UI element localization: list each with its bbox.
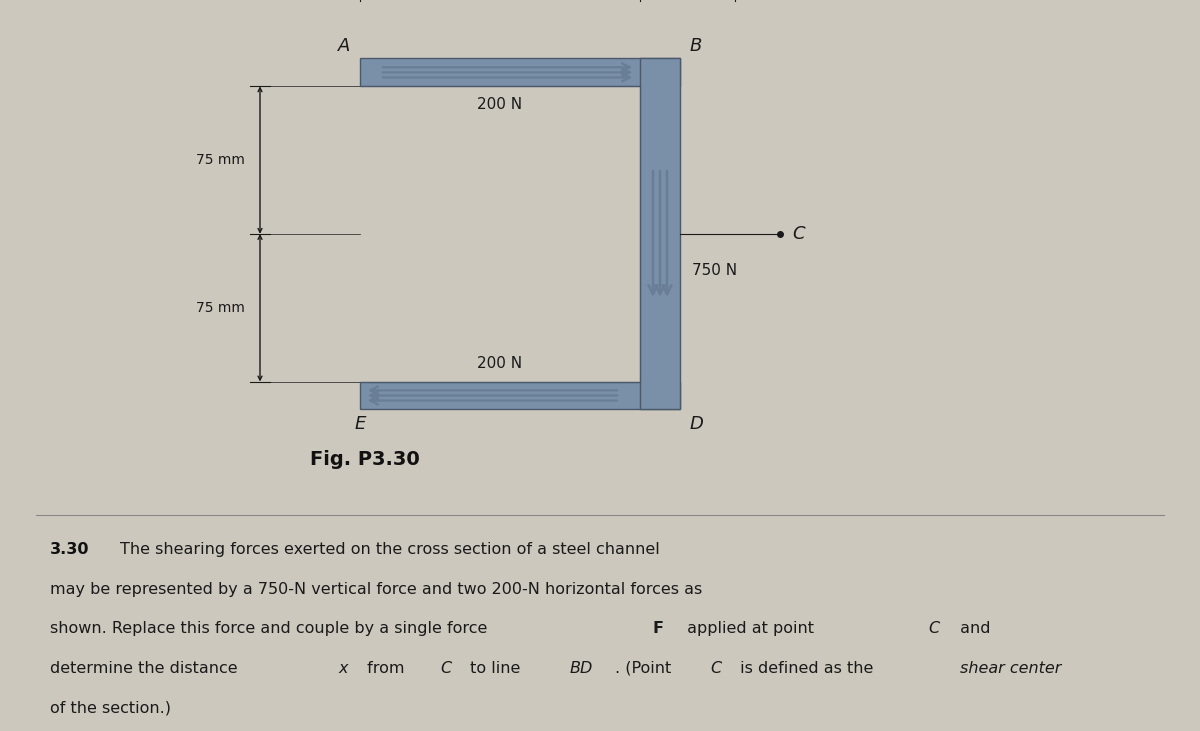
Text: 750 N: 750 N [692,263,737,278]
Text: E: E [354,415,366,433]
Text: 75 mm: 75 mm [196,153,245,167]
Bar [360,58,680,86]
Text: F: F [652,621,662,637]
Text: determine the distance: determine the distance [50,661,242,676]
Text: C: C [792,225,805,243]
Text: shear center: shear center [960,661,1061,676]
Text: 200 N: 200 N [478,97,522,113]
Text: x: x [338,661,348,676]
Text: C: C [440,661,451,676]
Text: 3.30: 3.30 [50,542,90,558]
Text: . (Point: . (Point [616,661,677,676]
Text: of the section.): of the section.) [50,700,172,716]
Text: is defined as the: is defined as the [734,661,878,676]
Text: to line: to line [466,661,526,676]
Text: B: B [690,37,702,55]
Text: 75 mm: 75 mm [196,300,245,315]
Text: BD: BD [570,661,593,676]
Text: from: from [362,661,409,676]
Text: C: C [928,621,940,637]
Text: shown. Replace this force and couple by a single force: shown. Replace this force and couple by … [50,621,492,637]
Text: may be represented by a 750-N vertical force and two 200-N horizontal forces as: may be represented by a 750-N vertical f… [50,582,702,597]
Text: C: C [710,661,721,676]
Text: applied at point: applied at point [682,621,820,637]
Text: Fig. P3.30: Fig. P3.30 [310,450,420,469]
Text: The shearing forces exerted on the cross section of a steel channel: The shearing forces exerted on the cross… [120,542,660,558]
Text: 200 N: 200 N [478,355,522,371]
Bar [640,58,680,409]
Text: A: A [337,37,350,55]
Text: and: and [955,621,990,637]
Text: D: D [690,415,704,433]
Bar [360,382,680,409]
